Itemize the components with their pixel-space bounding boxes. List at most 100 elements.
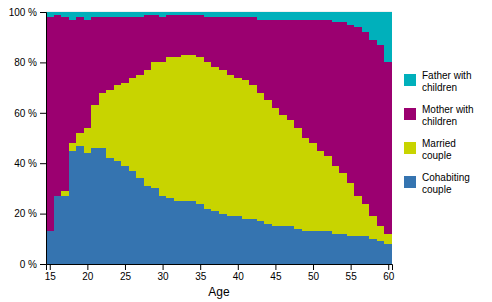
bar [317, 231, 325, 264]
bar [369, 216, 377, 239]
bar [61, 196, 69, 264]
y-tick: 40 % [14, 158, 46, 169]
bar [279, 115, 287, 226]
bar-series [46, 12, 392, 62]
bar [227, 75, 235, 216]
bar [377, 12, 385, 45]
bar [332, 22, 340, 166]
bar [279, 12, 287, 20]
bar [196, 204, 204, 264]
x-tick-label: 50 [308, 271, 320, 282]
bar [324, 231, 332, 264]
x-tick-mark [275, 264, 276, 270]
bar [227, 17, 235, 75]
legend-entry: Mother withchildren [404, 104, 474, 127]
bar [219, 214, 227, 264]
bar [159, 196, 167, 264]
bar [84, 12, 92, 20]
bar [166, 198, 174, 264]
legend-label: Father withchildren [422, 70, 471, 93]
bar [196, 57, 204, 203]
bar [264, 20, 272, 101]
bar [204, 209, 212, 264]
bar [129, 17, 137, 77]
bar [129, 171, 137, 264]
bar [339, 173, 347, 233]
x-axis: 15202530354045505560 [45, 264, 395, 282]
bar [294, 229, 302, 264]
legend-entry: Father withchildren [404, 70, 471, 93]
bar [204, 12, 212, 17]
bar [121, 12, 129, 17]
bar [174, 57, 182, 201]
bar [242, 219, 250, 264]
x-tick-mark [125, 264, 126, 270]
bar [166, 15, 174, 58]
bar [129, 12, 137, 17]
bar [294, 12, 302, 20]
bar [227, 12, 235, 17]
legend-swatch [404, 176, 416, 188]
bar [362, 204, 370, 237]
bar [61, 17, 69, 191]
bar [362, 32, 370, 203]
bar [309, 20, 317, 143]
bar [332, 12, 340, 22]
y-tick-label: 40 % [14, 158, 37, 169]
bar [354, 27, 362, 196]
bar [332, 234, 340, 264]
x-tick-mark [388, 264, 389, 270]
bar [99, 17, 107, 93]
y-tick-mark [40, 163, 46, 164]
bar [114, 161, 122, 264]
bar [144, 70, 152, 186]
bar [317, 151, 325, 232]
bar [174, 12, 182, 15]
legend-entry: Marriedcouple [404, 138, 456, 161]
bar [211, 17, 219, 67]
y-tick: 100 % [9, 7, 46, 18]
bar [144, 186, 152, 264]
bar [181, 201, 189, 264]
legend-label: Marriedcouple [422, 138, 456, 161]
x-tick: 60 [383, 264, 395, 282]
bar [204, 62, 212, 208]
bar [84, 153, 92, 264]
bar [121, 83, 129, 166]
x-tick-label: 40 [233, 271, 245, 282]
bar [384, 234, 392, 244]
y-axis-line [40, 13, 47, 265]
x-tick: 40 [233, 264, 245, 282]
bar [324, 20, 332, 156]
x-tick: 45 [270, 264, 282, 282]
legend-swatch [404, 74, 416, 86]
chart-container: 152025303540455055600 %20 %40 %60 %80 %1… [0, 0, 492, 302]
bar [151, 62, 159, 188]
x-tick: 15 [45, 264, 57, 282]
bar [189, 55, 197, 201]
x-tick-mark [50, 264, 51, 270]
bar [362, 236, 370, 264]
y-tick-mark [40, 214, 46, 215]
bar [294, 128, 302, 229]
bar [347, 25, 355, 184]
bar [159, 17, 167, 62]
y-tick-mark [40, 113, 46, 114]
bar [287, 20, 295, 121]
bar [46, 231, 54, 264]
bar [249, 17, 257, 85]
bar [302, 231, 310, 264]
bar [347, 12, 355, 25]
y-tick-label: 20 % [14, 208, 37, 219]
bar [309, 231, 317, 264]
bar [384, 62, 392, 233]
bar [99, 12, 107, 17]
bar [339, 22, 347, 173]
bar [234, 12, 242, 17]
bar [302, 20, 310, 138]
bar [159, 62, 167, 196]
bar [279, 20, 287, 116]
y-tick: 80 % [14, 57, 46, 68]
bar [181, 15, 189, 55]
x-tick: 50 [308, 264, 320, 282]
